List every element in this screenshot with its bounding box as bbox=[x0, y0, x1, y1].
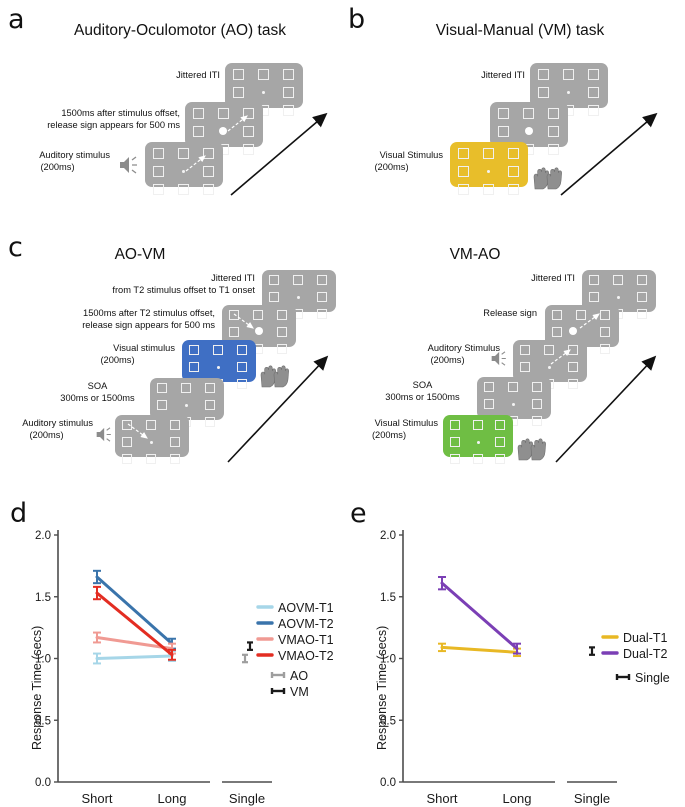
panel-label-b: b bbox=[348, 4, 366, 35]
svg-text:0.0: 0.0 bbox=[380, 777, 396, 789]
caption-soa-c2-line2: 300ms or 1500ms bbox=[385, 392, 460, 402]
svg-text:0.0: 0.0 bbox=[35, 777, 51, 789]
svg-text:Single: Single bbox=[229, 791, 265, 806]
screen-auditory-c2 bbox=[513, 340, 587, 389]
caption-auditory-c2-line2: (200ms) bbox=[430, 355, 465, 365]
caption-stimulus-a-line1: Auditory stimulus bbox=[39, 150, 110, 160]
time-arrow-c2 bbox=[555, 355, 657, 463]
svg-text:VM: VM bbox=[290, 685, 309, 699]
saccade-arrow-a2 bbox=[227, 115, 248, 132]
svg-text:0.5: 0.5 bbox=[35, 715, 51, 727]
panel-c-diagram: Jittered ITI from T2 stimulus offset to … bbox=[0, 230, 345, 495]
screen-visual-c2 bbox=[443, 415, 513, 464]
saccade-arrow-c4 bbox=[233, 313, 254, 329]
svg-text:AO: AO bbox=[290, 669, 308, 683]
screen-soa-c2 bbox=[477, 377, 551, 426]
caption-auditory-c-line2: (200ms) bbox=[29, 430, 64, 440]
svg-text:1.5: 1.5 bbox=[380, 592, 396, 604]
svg-text:Dual-T2: Dual-T2 bbox=[623, 647, 668, 661]
panel-c2-title: VM-AO bbox=[449, 246, 501, 263]
caption-stimulus-a-line2: (200ms) bbox=[40, 162, 75, 172]
saccade-arrow-c2a bbox=[550, 349, 571, 365]
panel-label-c: c bbox=[8, 232, 23, 263]
speaker-icon-a bbox=[120, 156, 137, 174]
screen-release-b bbox=[490, 102, 568, 155]
screen-iti-b bbox=[530, 63, 608, 116]
svg-text:AOVM-T1: AOVM-T1 bbox=[278, 601, 334, 615]
panel-b-title: Visual-Manual (VM) task bbox=[435, 22, 605, 39]
hands-icon-c bbox=[260, 365, 289, 388]
svg-text:Short: Short bbox=[426, 791, 457, 806]
caption-iti-c2: Jittered ITI bbox=[531, 273, 575, 283]
caption-visual-c-line2: (200ms) bbox=[100, 355, 135, 365]
chart-e: Response Time (secs) 0.0 0.5 1.0 1.5 2.0 Shor… bbox=[340, 495, 685, 807]
svg-text:2.0: 2.0 bbox=[35, 530, 51, 542]
panel-label-a: a bbox=[8, 4, 25, 35]
svg-text:Single: Single bbox=[574, 791, 610, 806]
saccade-arrow-a1 bbox=[185, 155, 206, 172]
caption-soa-c2-line1: SOA bbox=[412, 380, 433, 390]
hands-icon-b bbox=[533, 167, 562, 190]
svg-text:AOVM-T2: AOVM-T2 bbox=[278, 617, 334, 631]
saccade-arrow-c2r bbox=[579, 313, 600, 329]
svg-text:2.0: 2.0 bbox=[380, 530, 396, 542]
caption-release-a-line1: 1500ms after stimulus offset, bbox=[61, 108, 180, 118]
svg-text:Long: Long bbox=[158, 791, 187, 806]
caption-release-c-line2: release sign appears for 500 ms bbox=[82, 320, 215, 330]
screen-visual-c bbox=[182, 340, 256, 389]
chart-d: Response Time (secs) 0.0 0.5 1.0 1.5 2.0 Shor… bbox=[0, 495, 345, 807]
screen-stimulus-a bbox=[145, 142, 223, 195]
svg-text:0.5: 0.5 bbox=[380, 715, 396, 727]
panel-b-diagram: Jittered ITI Visual Stimulus (200ms) bbox=[340, 0, 685, 230]
screen-soa-c bbox=[150, 378, 224, 427]
caption-release-c2: Release sign bbox=[483, 308, 537, 318]
caption-auditory-c2-line1: Auditory Stimulus bbox=[427, 343, 500, 353]
svg-text:Long: Long bbox=[503, 791, 532, 806]
screen-release-a bbox=[185, 102, 263, 155]
caption-release-a-line2: release sign appears for 500 ms bbox=[47, 120, 180, 130]
screen-auditory-c bbox=[115, 415, 189, 464]
caption-visual-c2-line1: Visual Stimulus bbox=[374, 418, 438, 428]
caption-soa-c-line2: 300ms or 1500ms bbox=[60, 393, 135, 403]
caption-iti-b: Jittered ITI bbox=[481, 70, 525, 80]
caption-iti-a: Jittered ITI bbox=[176, 70, 220, 80]
time-arrow-a bbox=[230, 112, 328, 196]
panel-label-d: d bbox=[10, 498, 28, 529]
caption-iti-c-line2: from T2 stimulus offset to T1 onset bbox=[112, 285, 255, 295]
caption-iti-c-line1: Jittered ITI bbox=[211, 273, 255, 283]
chart-e-plot: 0.0 0.5 1.0 1.5 2.0 Short Long Single Dual-T1 Dua… bbox=[380, 530, 670, 806]
speaker-icon-c2 bbox=[491, 351, 506, 366]
panel-label-e: e bbox=[350, 498, 367, 529]
caption-release-c-line1: 1500ms after T2 stimulus offset, bbox=[83, 308, 215, 318]
hands-icon-c2 bbox=[517, 438, 546, 461]
screen-iti-a bbox=[225, 63, 303, 116]
svg-text:1.0: 1.0 bbox=[380, 654, 396, 666]
speaker-icon-c bbox=[96, 427, 111, 442]
panel-a-title: Auditory-Oculomotor (AO) task bbox=[74, 22, 286, 39]
panel-c2-diagram: Jittered ITI Release sign Auditory Sti bbox=[340, 230, 685, 495]
panel-a-diagram: Jittered ITI 1500ms after stimulus offse… bbox=[0, 0, 345, 230]
svg-text:VMAO-T2: VMAO-T2 bbox=[278, 649, 334, 663]
saccade-arrow-c1 bbox=[127, 423, 148, 439]
svg-text:Short: Short bbox=[81, 791, 112, 806]
svg-text:1.0: 1.0 bbox=[35, 654, 51, 666]
caption-stimulus-b-line2: (200ms) bbox=[374, 162, 409, 172]
svg-text:1.5: 1.5 bbox=[35, 592, 51, 604]
svg-text:Dual-T1: Dual-T1 bbox=[623, 631, 668, 645]
time-arrow-b bbox=[560, 112, 658, 196]
svg-text:Single: Single bbox=[635, 671, 670, 685]
caption-auditory-c-line1: Auditory stimulus bbox=[22, 418, 93, 428]
caption-soa-c-line1: SOA bbox=[87, 381, 108, 391]
panel-c-title: AO-VM bbox=[114, 246, 166, 263]
screen-stimulus-b bbox=[450, 142, 528, 195]
svg-text:VMAO-T1: VMAO-T1 bbox=[278, 633, 334, 647]
caption-visual-c-line1: Visual stimulus bbox=[113, 343, 175, 353]
caption-stimulus-b-line1: Visual Stimulus bbox=[379, 150, 443, 160]
caption-visual-c2-line2: (200ms) bbox=[371, 430, 407, 440]
time-arrow-c bbox=[227, 355, 329, 463]
